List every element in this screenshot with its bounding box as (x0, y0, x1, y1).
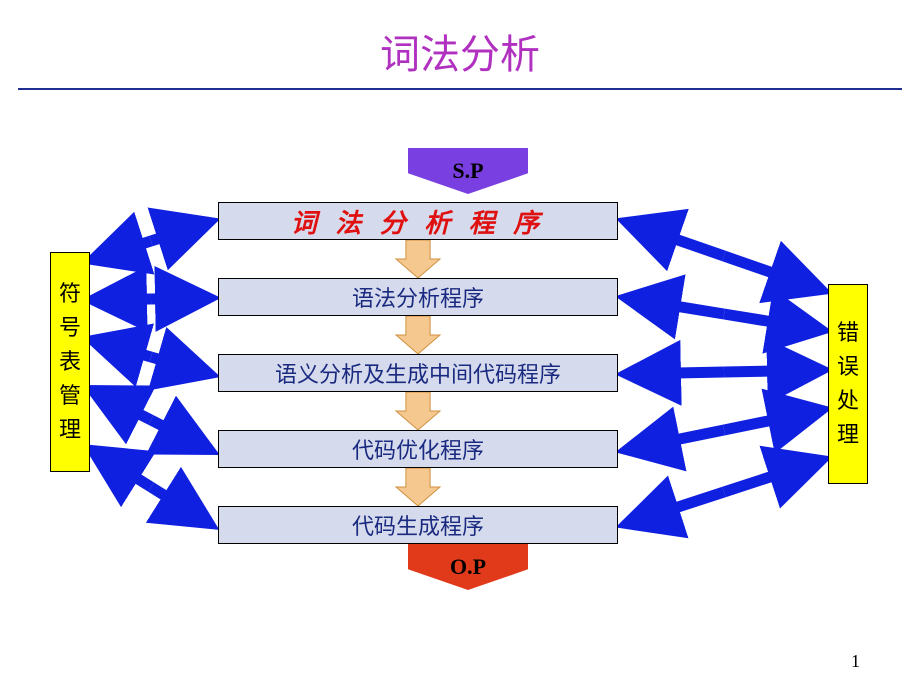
side-box-char: 理 (837, 418, 859, 452)
side-box-char: 误 (837, 350, 859, 384)
inter-stage-arrow-0 (396, 240, 440, 278)
input-sp-pentagon: S.P (408, 148, 528, 194)
left-arrow-2-tail (92, 340, 151, 357)
left-arrow-1-head (151, 298, 210, 299)
side-box-char: 表 (59, 345, 81, 379)
side-box-char: 错 (837, 316, 859, 350)
page-number: 1 (851, 651, 860, 672)
input-sp-label: S.P (452, 158, 483, 184)
right-arrow-1-head (626, 298, 724, 314)
left-arrow-0-tail (92, 241, 151, 260)
compiler-pipeline-diagram: S.P 符号表管理 错误处理 词 法 分 析 程 序语法分析程序语义分析及生成中… (0, 140, 920, 610)
left-arrow-0-head (151, 222, 210, 241)
right-arrow-0-head (626, 222, 724, 256)
error-handling-box: 错误处理 (828, 284, 868, 484)
inter-stage-arrow-3 (396, 468, 440, 506)
page-title: 词法分析 (0, 0, 920, 88)
right-arrow-3-tail (724, 410, 822, 430)
inter-stage-arrow-2 (396, 392, 440, 430)
right-arrow-4-head (626, 492, 724, 524)
output-op-pentagon: O.P (408, 544, 528, 590)
left-arrow-2-head (151, 357, 210, 374)
right-arrow-2-head (626, 372, 724, 374)
stage-label: 语法分析程序 (352, 281, 484, 313)
stage-label: 语义分析及生成中间代码程序 (275, 357, 561, 389)
left-arrow-3-tail (92, 390, 151, 420)
stage-label: 代码生成程序 (352, 509, 484, 541)
symbol-table-box: 符号表管理 (50, 252, 90, 472)
side-box-char: 符 (59, 277, 81, 311)
right-arrow-3-head (626, 430, 724, 450)
output-op-label: O.P (450, 554, 486, 580)
left-arrow-1-tail (92, 299, 151, 300)
stage-box-3: 代码优化程序 (218, 430, 618, 468)
side-box-char: 处 (837, 384, 859, 418)
stage-box-4: 代码生成程序 (218, 506, 618, 544)
inter-stage-arrow-1 (396, 316, 440, 354)
stage-box-0: 词 法 分 析 程 序 (218, 202, 618, 240)
stage-label: 词 法 分 析 程 序 (291, 203, 546, 240)
title-rule (18, 88, 902, 90)
stage-label: 代码优化程序 (352, 433, 484, 465)
side-box-char: 理 (59, 413, 81, 447)
left-arrow-4-tail (92, 450, 151, 487)
stage-box-1: 语法分析程序 (218, 278, 618, 316)
right-arrow-1-tail (724, 314, 822, 330)
left-arrow-3-head (151, 420, 210, 450)
right-arrow-2-tail (724, 370, 822, 372)
side-box-char: 号 (59, 311, 81, 345)
right-arrow-4-tail (724, 460, 822, 492)
stage-box-2: 语义分析及生成中间代码程序 (218, 354, 618, 392)
right-arrow-0-tail (724, 256, 822, 290)
left-arrow-4-head (151, 487, 210, 524)
side-box-char: 管 (59, 379, 81, 413)
